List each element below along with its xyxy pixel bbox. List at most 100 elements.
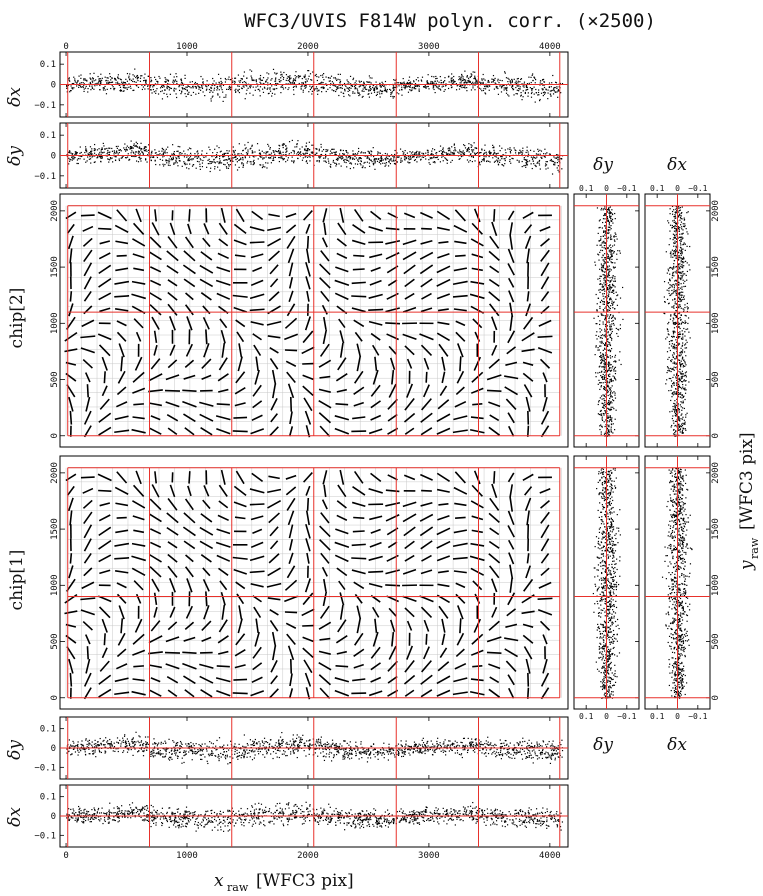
point: [191, 158, 193, 160]
vector: [318, 399, 332, 409]
point: [161, 84, 163, 86]
vector: [235, 581, 246, 590]
point: [305, 85, 307, 87]
point: [479, 745, 481, 748]
point: [481, 159, 483, 161]
vector: [540, 249, 550, 262]
point: [549, 762, 552, 765]
point: [162, 154, 165, 156]
point: [153, 750, 155, 752]
point: [509, 147, 511, 149]
vector: [471, 371, 484, 383]
point: [540, 157, 543, 159]
point: [265, 746, 268, 748]
point: [273, 156, 275, 158]
point: [99, 84, 101, 87]
point: [152, 749, 154, 751]
point: [422, 152, 425, 155]
point: [181, 152, 183, 155]
point: [242, 85, 244, 87]
point: [241, 162, 243, 164]
point: [432, 153, 434, 156]
point: [527, 745, 529, 747]
point: [115, 82, 117, 84]
vector: [470, 387, 484, 394]
point: [112, 161, 114, 163]
point: [85, 149, 88, 151]
vector: [388, 383, 397, 398]
point: [453, 80, 455, 82]
point: [263, 743, 265, 745]
vector: [98, 688, 112, 698]
point: [311, 152, 313, 154]
vector: [98, 227, 112, 231]
vector: [385, 514, 400, 522]
point: [240, 153, 242, 155]
vector: [284, 611, 298, 614]
point: [174, 79, 177, 81]
point: [346, 159, 349, 161]
vector: [420, 606, 433, 618]
point: [254, 750, 256, 752]
point: [230, 157, 232, 159]
vector: [320, 290, 330, 302]
point: [355, 80, 357, 82]
point: [429, 746, 431, 748]
point: [363, 86, 365, 88]
point: [504, 87, 507, 89]
point: [157, 752, 159, 754]
point: [372, 155, 375, 158]
point: [521, 758, 524, 760]
vector: [288, 539, 294, 551]
point: [230, 159, 232, 161]
vector: [236, 331, 245, 343]
point: [260, 82, 262, 84]
point: [528, 739, 530, 741]
vector: [221, 604, 226, 620]
vector: [150, 358, 161, 370]
point: [259, 155, 261, 158]
point: [214, 84, 216, 87]
point: [217, 73, 220, 75]
vector: [507, 263, 515, 276]
vector: [101, 618, 108, 633]
point: [122, 737, 124, 739]
point: [413, 741, 416, 743]
vector: [351, 281, 366, 285]
point: [120, 743, 122, 745]
point: [344, 740, 346, 742]
point: [422, 751, 424, 753]
point: [218, 759, 220, 762]
vector: [537, 347, 553, 354]
point: [335, 151, 337, 153]
vector: [370, 414, 382, 421]
point: [322, 87, 324, 90]
point: [187, 149, 189, 151]
point: [547, 167, 549, 169]
point: [98, 744, 100, 747]
vector: [167, 541, 178, 549]
point: [287, 75, 289, 78]
point: [292, 751, 294, 753]
point: [460, 151, 462, 153]
point: [83, 158, 85, 160]
point: [290, 77, 292, 79]
vector: [289, 411, 293, 425]
point: [281, 86, 283, 88]
point: [221, 89, 223, 91]
point: [337, 751, 339, 753]
point: [243, 81, 245, 83]
vector: [185, 343, 194, 357]
point: [435, 75, 437, 78]
vector: [148, 635, 163, 644]
point: [493, 161, 496, 163]
point: [479, 81, 481, 83]
point: [170, 87, 173, 90]
point: [392, 97, 394, 99]
vector: [233, 239, 247, 246]
point: [490, 748, 492, 750]
vector: [301, 608, 315, 617]
y-tick-label: 0: [51, 152, 56, 162]
vector: [216, 554, 231, 562]
point: [556, 87, 558, 90]
